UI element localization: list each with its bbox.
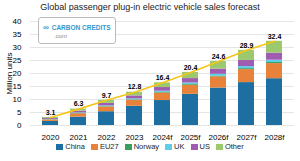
html-text:UK: UK xyxy=(174,142,185,151)
svg-text:5: 5 xyxy=(17,108,22,117)
svg-text:Million units: Million units xyxy=(5,53,14,95)
svg-text:2021: 2021 xyxy=(70,133,88,141)
svg-text:10: 10 xyxy=(13,95,22,104)
svg-text:3.1: 3.1 xyxy=(46,109,56,116)
svg-text:28.9: 28.9 xyxy=(240,42,254,49)
svg-text:16.4: 16.4 xyxy=(156,74,170,81)
html-text:Global passenger plug-in elect: Global passenger plug-in electric vehicl… xyxy=(40,2,260,12)
svg-text:2020: 2020 xyxy=(42,133,60,141)
svg-text:2023: 2023 xyxy=(126,133,144,141)
svg-text:2024f: 2024f xyxy=(152,133,173,141)
svg-text:25: 25 xyxy=(12,56,22,66)
svg-text:15: 15 xyxy=(12,82,22,92)
svg-text:20.4: 20.4 xyxy=(184,64,198,71)
html-text:EU27: EU27 xyxy=(99,142,119,151)
svg-text:24.6: 24.6 xyxy=(212,53,226,60)
svg-text:2025f: 2025f xyxy=(180,133,201,141)
html-text:Norway: Norway xyxy=(133,142,160,151)
svg-text:20: 20 xyxy=(12,69,22,79)
svg-text:0: 0 xyxy=(17,121,22,130)
svg-text:35: 35 xyxy=(13,30,22,39)
svg-text:40: 40 xyxy=(13,17,22,26)
svg-text:2026f: 2026f xyxy=(208,133,229,141)
svg-text:9.7: 9.7 xyxy=(102,92,112,99)
svg-text:2028f: 2028f xyxy=(264,133,285,141)
html-text:.com: .com xyxy=(54,33,67,39)
html-text:China: China xyxy=(65,142,85,151)
html-text:∞ CARBON CREDITS: ∞ CARBON CREDITS xyxy=(43,23,111,32)
svg-text:2022: 2022 xyxy=(98,133,116,141)
svg-text:12.8: 12.8 xyxy=(128,83,142,90)
svg-text:30: 30 xyxy=(13,43,22,52)
html-text:Other: Other xyxy=(224,142,244,151)
svg-text:32.4: 32.4 xyxy=(268,33,282,40)
html-text:US: US xyxy=(199,142,210,151)
svg-text:6.3: 6.3 xyxy=(74,100,84,107)
svg-text:2027f: 2027f xyxy=(236,133,257,141)
